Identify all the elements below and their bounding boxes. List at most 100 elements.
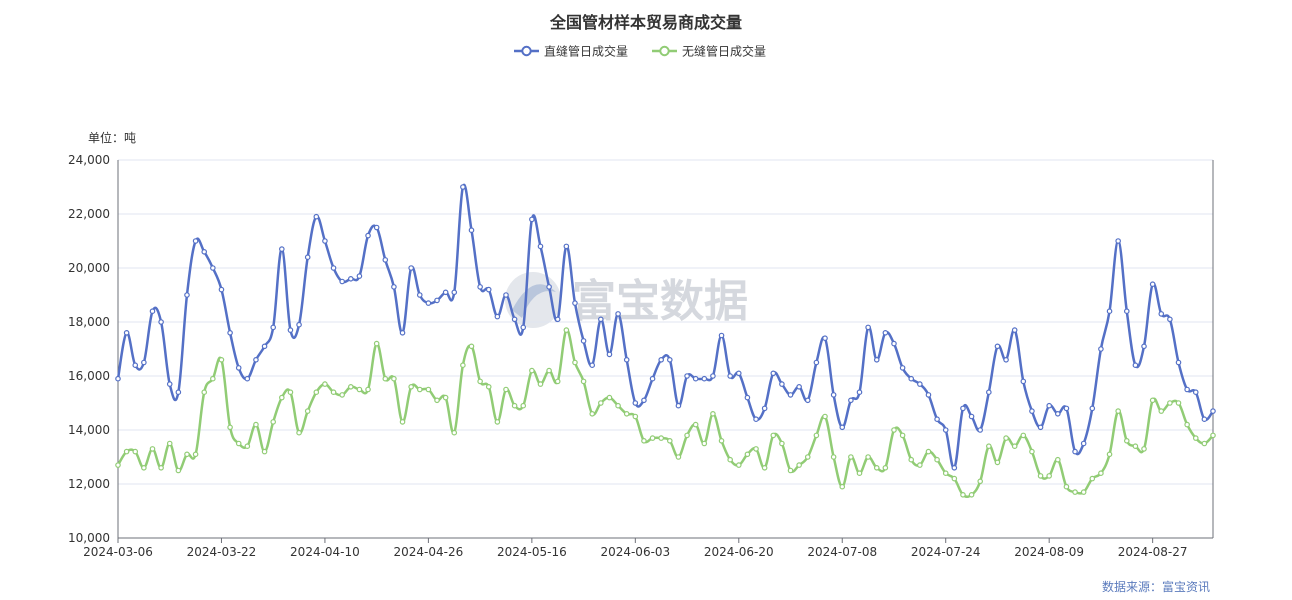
data-point[interactable] <box>667 437 673 444</box>
data-point[interactable] <box>270 324 277 331</box>
data-point[interactable] <box>460 362 466 369</box>
data-point[interactable] <box>1192 435 1199 441</box>
data-point[interactable] <box>279 246 285 252</box>
data-point[interactable] <box>1106 308 1113 315</box>
data-point[interactable] <box>598 400 604 406</box>
data-point[interactable] <box>1123 308 1130 315</box>
data-point[interactable] <box>304 254 311 261</box>
data-point[interactable] <box>287 327 294 333</box>
data-point[interactable] <box>537 381 544 387</box>
data-point[interactable] <box>1055 410 1061 417</box>
data-point[interactable] <box>537 243 544 250</box>
data-point[interactable] <box>373 340 380 347</box>
data-point[interactable] <box>520 402 527 409</box>
data-point[interactable] <box>391 375 397 382</box>
data-point[interactable] <box>1089 405 1096 412</box>
data-point[interactable] <box>1020 432 1027 439</box>
legend-item-1[interactable]: 无缝管日成交量 <box>652 44 766 59</box>
data-point[interactable] <box>899 365 906 371</box>
data-point[interactable] <box>511 316 518 323</box>
data-point[interactable] <box>175 467 182 474</box>
data-point[interactable] <box>951 475 958 482</box>
data-point[interactable] <box>891 427 897 433</box>
data-point[interactable] <box>589 362 596 369</box>
data-point[interactable] <box>408 383 414 390</box>
data-point[interactable] <box>1210 432 1216 439</box>
data-point[interactable] <box>1029 408 1035 414</box>
data-point[interactable] <box>641 437 647 444</box>
data-point[interactable] <box>1141 343 1147 350</box>
data-point[interactable] <box>184 292 190 298</box>
data-point[interactable] <box>787 392 794 398</box>
data-point[interactable] <box>218 356 225 363</box>
data-point[interactable] <box>968 413 975 420</box>
data-point[interactable] <box>675 454 682 460</box>
data-point[interactable] <box>925 392 932 398</box>
data-point[interactable] <box>1020 378 1027 385</box>
data-point[interactable] <box>684 373 690 379</box>
data-point[interactable] <box>227 329 233 336</box>
data-point[interactable] <box>1063 483 1070 490</box>
data-point[interactable] <box>1037 424 1044 431</box>
data-point[interactable] <box>856 470 863 477</box>
data-point[interactable] <box>296 429 302 436</box>
data-point[interactable] <box>253 356 259 363</box>
data-point[interactable] <box>589 410 596 417</box>
data-point[interactable] <box>244 443 251 450</box>
data-point[interactable] <box>675 402 682 409</box>
data-point[interactable] <box>701 375 708 382</box>
data-point[interactable] <box>339 392 345 398</box>
data-point[interactable] <box>718 437 725 444</box>
data-point[interactable] <box>994 343 1001 350</box>
data-point[interactable] <box>132 362 139 369</box>
data-point[interactable] <box>1046 473 1052 479</box>
data-point[interactable] <box>951 464 958 471</box>
data-point[interactable] <box>1037 473 1044 479</box>
data-point[interactable] <box>623 356 630 363</box>
data-point[interactable] <box>416 386 423 393</box>
data-point[interactable] <box>356 386 363 393</box>
data-point[interactable] <box>1003 356 1009 363</box>
data-point[interactable] <box>822 413 828 420</box>
data-point[interactable] <box>873 356 880 363</box>
data-point[interactable] <box>511 402 518 409</box>
data-point[interactable] <box>477 284 483 290</box>
data-point[interactable] <box>632 413 639 420</box>
data-point[interactable] <box>184 451 190 458</box>
data-point[interactable] <box>313 213 320 220</box>
data-point[interactable] <box>727 373 733 379</box>
data-point[interactable] <box>1149 281 1156 288</box>
data-point[interactable] <box>701 440 708 447</box>
data-point[interactable] <box>554 378 561 385</box>
data-point[interactable] <box>408 265 414 271</box>
data-point[interactable] <box>1098 470 1104 477</box>
data-point[interactable] <box>1063 405 1070 412</box>
data-point[interactable] <box>279 394 285 401</box>
data-point[interactable] <box>494 313 501 320</box>
data-point[interactable] <box>563 243 570 250</box>
data-point[interactable] <box>934 416 940 423</box>
data-point[interactable] <box>899 432 906 439</box>
data-point[interactable] <box>1115 238 1121 244</box>
data-point[interactable] <box>1167 316 1173 323</box>
data-point[interactable] <box>149 446 156 452</box>
data-point[interactable] <box>882 329 889 336</box>
data-point[interactable] <box>908 375 915 382</box>
data-point[interactable] <box>684 432 690 439</box>
data-point[interactable] <box>149 308 156 315</box>
data-point[interactable] <box>546 284 552 290</box>
data-point[interactable] <box>434 397 440 404</box>
data-point[interactable] <box>270 419 277 425</box>
data-point[interactable] <box>830 454 837 460</box>
data-point[interactable] <box>356 273 363 279</box>
data-point[interactable] <box>1167 400 1173 406</box>
data-point[interactable] <box>210 375 216 382</box>
data-point[interactable] <box>244 375 251 382</box>
legend-item-0[interactable]: 直缝管日成交量 <box>514 44 628 59</box>
data-point[interactable] <box>658 356 664 363</box>
data-point[interactable] <box>986 389 992 396</box>
data-point[interactable] <box>347 383 354 390</box>
data-point[interactable] <box>304 408 311 414</box>
data-point[interactable] <box>563 327 570 333</box>
data-point[interactable] <box>1123 437 1130 444</box>
